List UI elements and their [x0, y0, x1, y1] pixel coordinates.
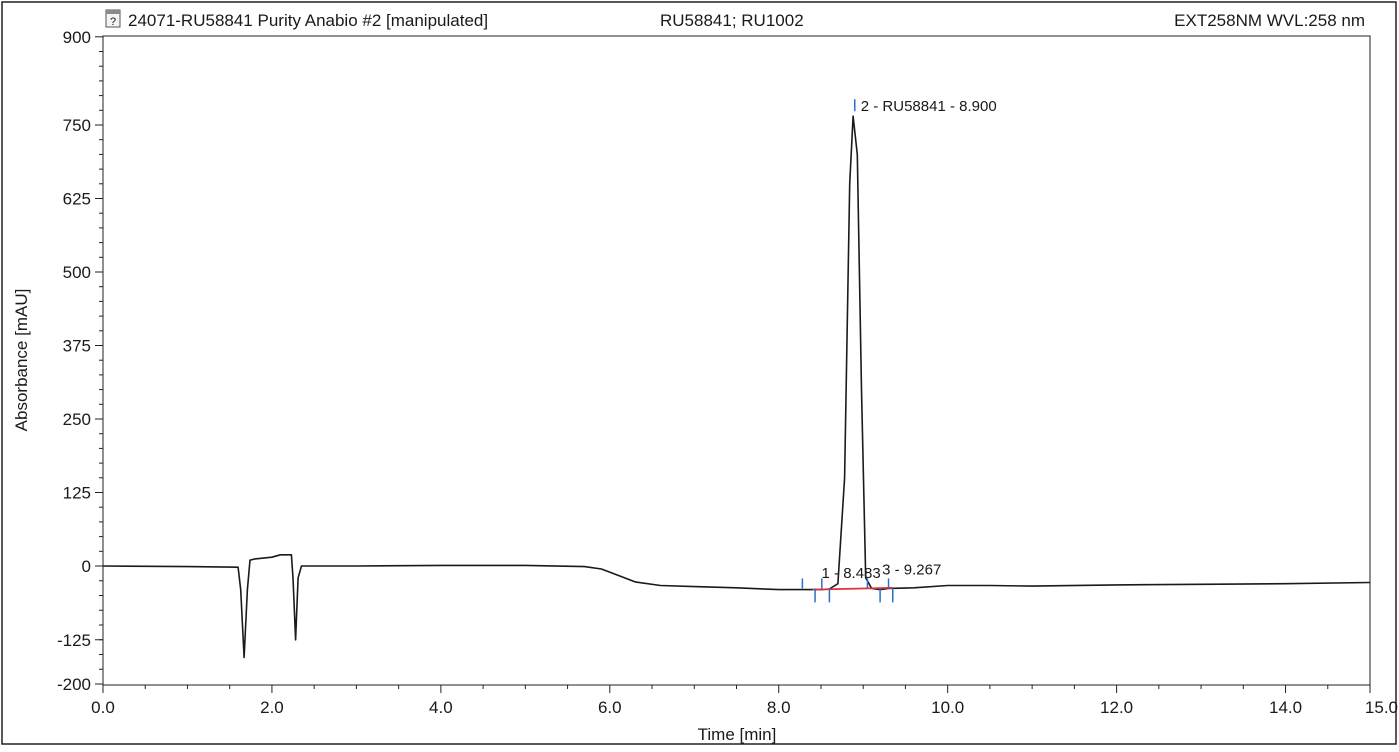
x-tick-label: 10.0	[931, 698, 964, 717]
x-tick-label: 4.0	[429, 698, 453, 717]
y-tick-label: 750	[63, 116, 91, 135]
y-tick-label: 375	[63, 337, 91, 356]
peak-label: 1 - 8.483	[822, 565, 881, 582]
x-tick-label: 6.0	[598, 698, 622, 717]
y-tick-label: 500	[63, 263, 91, 282]
svg-text:?: ?	[110, 16, 116, 28]
peak-label: 2 - RU58841 - 8.900	[861, 98, 997, 115]
file-icon: ?	[105, 9, 121, 28]
peak-label: 3 - 9.267	[882, 561, 941, 578]
y-tick-label: -200	[57, 675, 91, 694]
y-tick-label: 0	[82, 557, 91, 576]
x-tick-label: 14.0	[1269, 698, 1302, 717]
sample-ids: RU58841; RU1002	[660, 11, 804, 30]
y-tick-label: 900	[63, 28, 91, 47]
integration-baseline	[812, 586, 893, 591]
y-tick-label: -125	[57, 631, 91, 650]
series-layer	[102, 115, 1371, 659]
y-tick-label: 250	[63, 410, 91, 429]
chromatogram-trace	[102, 115, 1371, 659]
x-tick-label: 12.0	[1100, 698, 1133, 717]
x-tick-label: 15.0	[1365, 698, 1398, 717]
y-tick-label: 625	[63, 190, 91, 209]
y-axis-label: Absorbance [mAU]	[12, 289, 31, 432]
x-axis-label: Time [min]	[698, 725, 777, 744]
detector-info: EXT258NM WVL:258 nm	[1174, 11, 1365, 30]
x-tick-label: 0.0	[91, 698, 115, 717]
y-tick-label: 125	[63, 484, 91, 503]
chart-title: 24071-RU58841 Purity Anabio #2 [manipula…	[128, 11, 488, 30]
peak-annotations: 1 - 8.483 2 - RU58841 - 8.900 3 - 9.267	[801, 98, 997, 603]
x-tick-label: 2.0	[260, 698, 284, 717]
x-tick-label: 8.0	[767, 698, 791, 717]
